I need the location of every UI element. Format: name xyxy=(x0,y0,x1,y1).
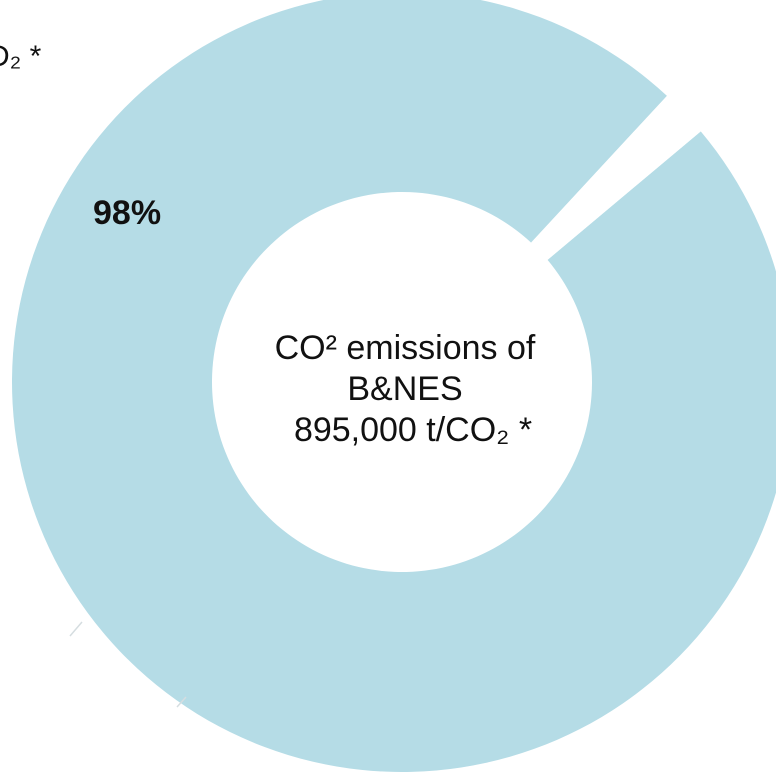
center-value-line: 895,000 t/CO₂ * xyxy=(293,410,533,449)
donut-center-text: CO² emissions of B&NES 895,000 t/CO₂ * xyxy=(210,328,600,450)
center-title-line: CO² emissions of xyxy=(274,329,536,367)
slice-percent-label: 98% xyxy=(93,194,162,232)
faint-tick-mark xyxy=(176,696,187,708)
faint-tick-mark xyxy=(69,621,83,637)
partial-cut-label: D₂ * xyxy=(0,40,42,73)
donut-slice-0 xyxy=(11,0,776,772)
center-entity-line: B&NES xyxy=(347,369,463,408)
donut-slice-1 xyxy=(531,95,701,260)
